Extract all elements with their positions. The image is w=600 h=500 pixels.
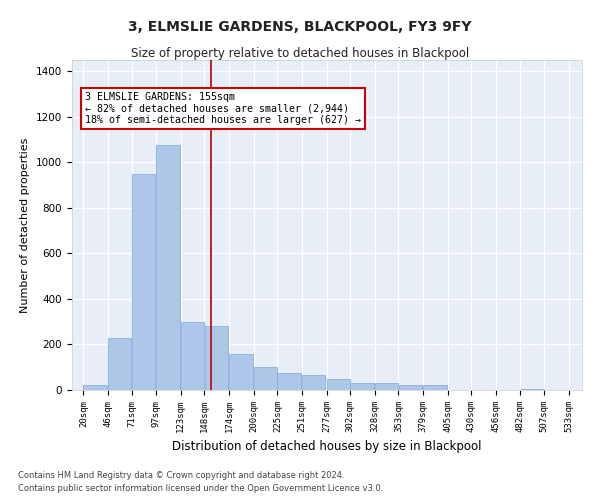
Text: 3, ELMSLIE GARDENS, BLACKPOOL, FY3 9FY: 3, ELMSLIE GARDENS, BLACKPOOL, FY3 9FY (128, 20, 472, 34)
Bar (205, 326, 228, 390)
Bar (132, 174, 155, 390)
Bar (398, 386, 422, 390)
Text: Size of property relative to detached houses in Blackpool: Size of property relative to detached ho… (131, 48, 469, 60)
Bar (254, 367, 277, 390)
Bar (423, 386, 446, 390)
X-axis label: Distribution of detached houses by size in Blackpool: Distribution of detached houses by size … (172, 440, 482, 454)
Bar (326, 378, 350, 390)
Bar (375, 383, 398, 390)
Bar (108, 338, 131, 390)
Bar (181, 322, 205, 390)
Bar (157, 146, 180, 390)
Text: Contains public sector information licensed under the Open Government Licence v3: Contains public sector information licen… (18, 484, 383, 493)
Y-axis label: Number of detached properties: Number of detached properties (20, 138, 31, 312)
Text: 3 ELMSLIE GARDENS: 155sqm
← 82% of detached houses are smaller (2,944)
18% of se: 3 ELMSLIE GARDENS: 155sqm ← 82% of detac… (85, 92, 361, 125)
Bar (521, 389, 544, 390)
Bar (350, 383, 374, 390)
Text: Contains HM Land Registry data © Crown copyright and database right 2024.: Contains HM Land Registry data © Crown c… (18, 470, 344, 480)
Bar (229, 354, 253, 390)
Bar (302, 375, 325, 390)
Bar (83, 386, 107, 390)
Bar (277, 373, 301, 390)
